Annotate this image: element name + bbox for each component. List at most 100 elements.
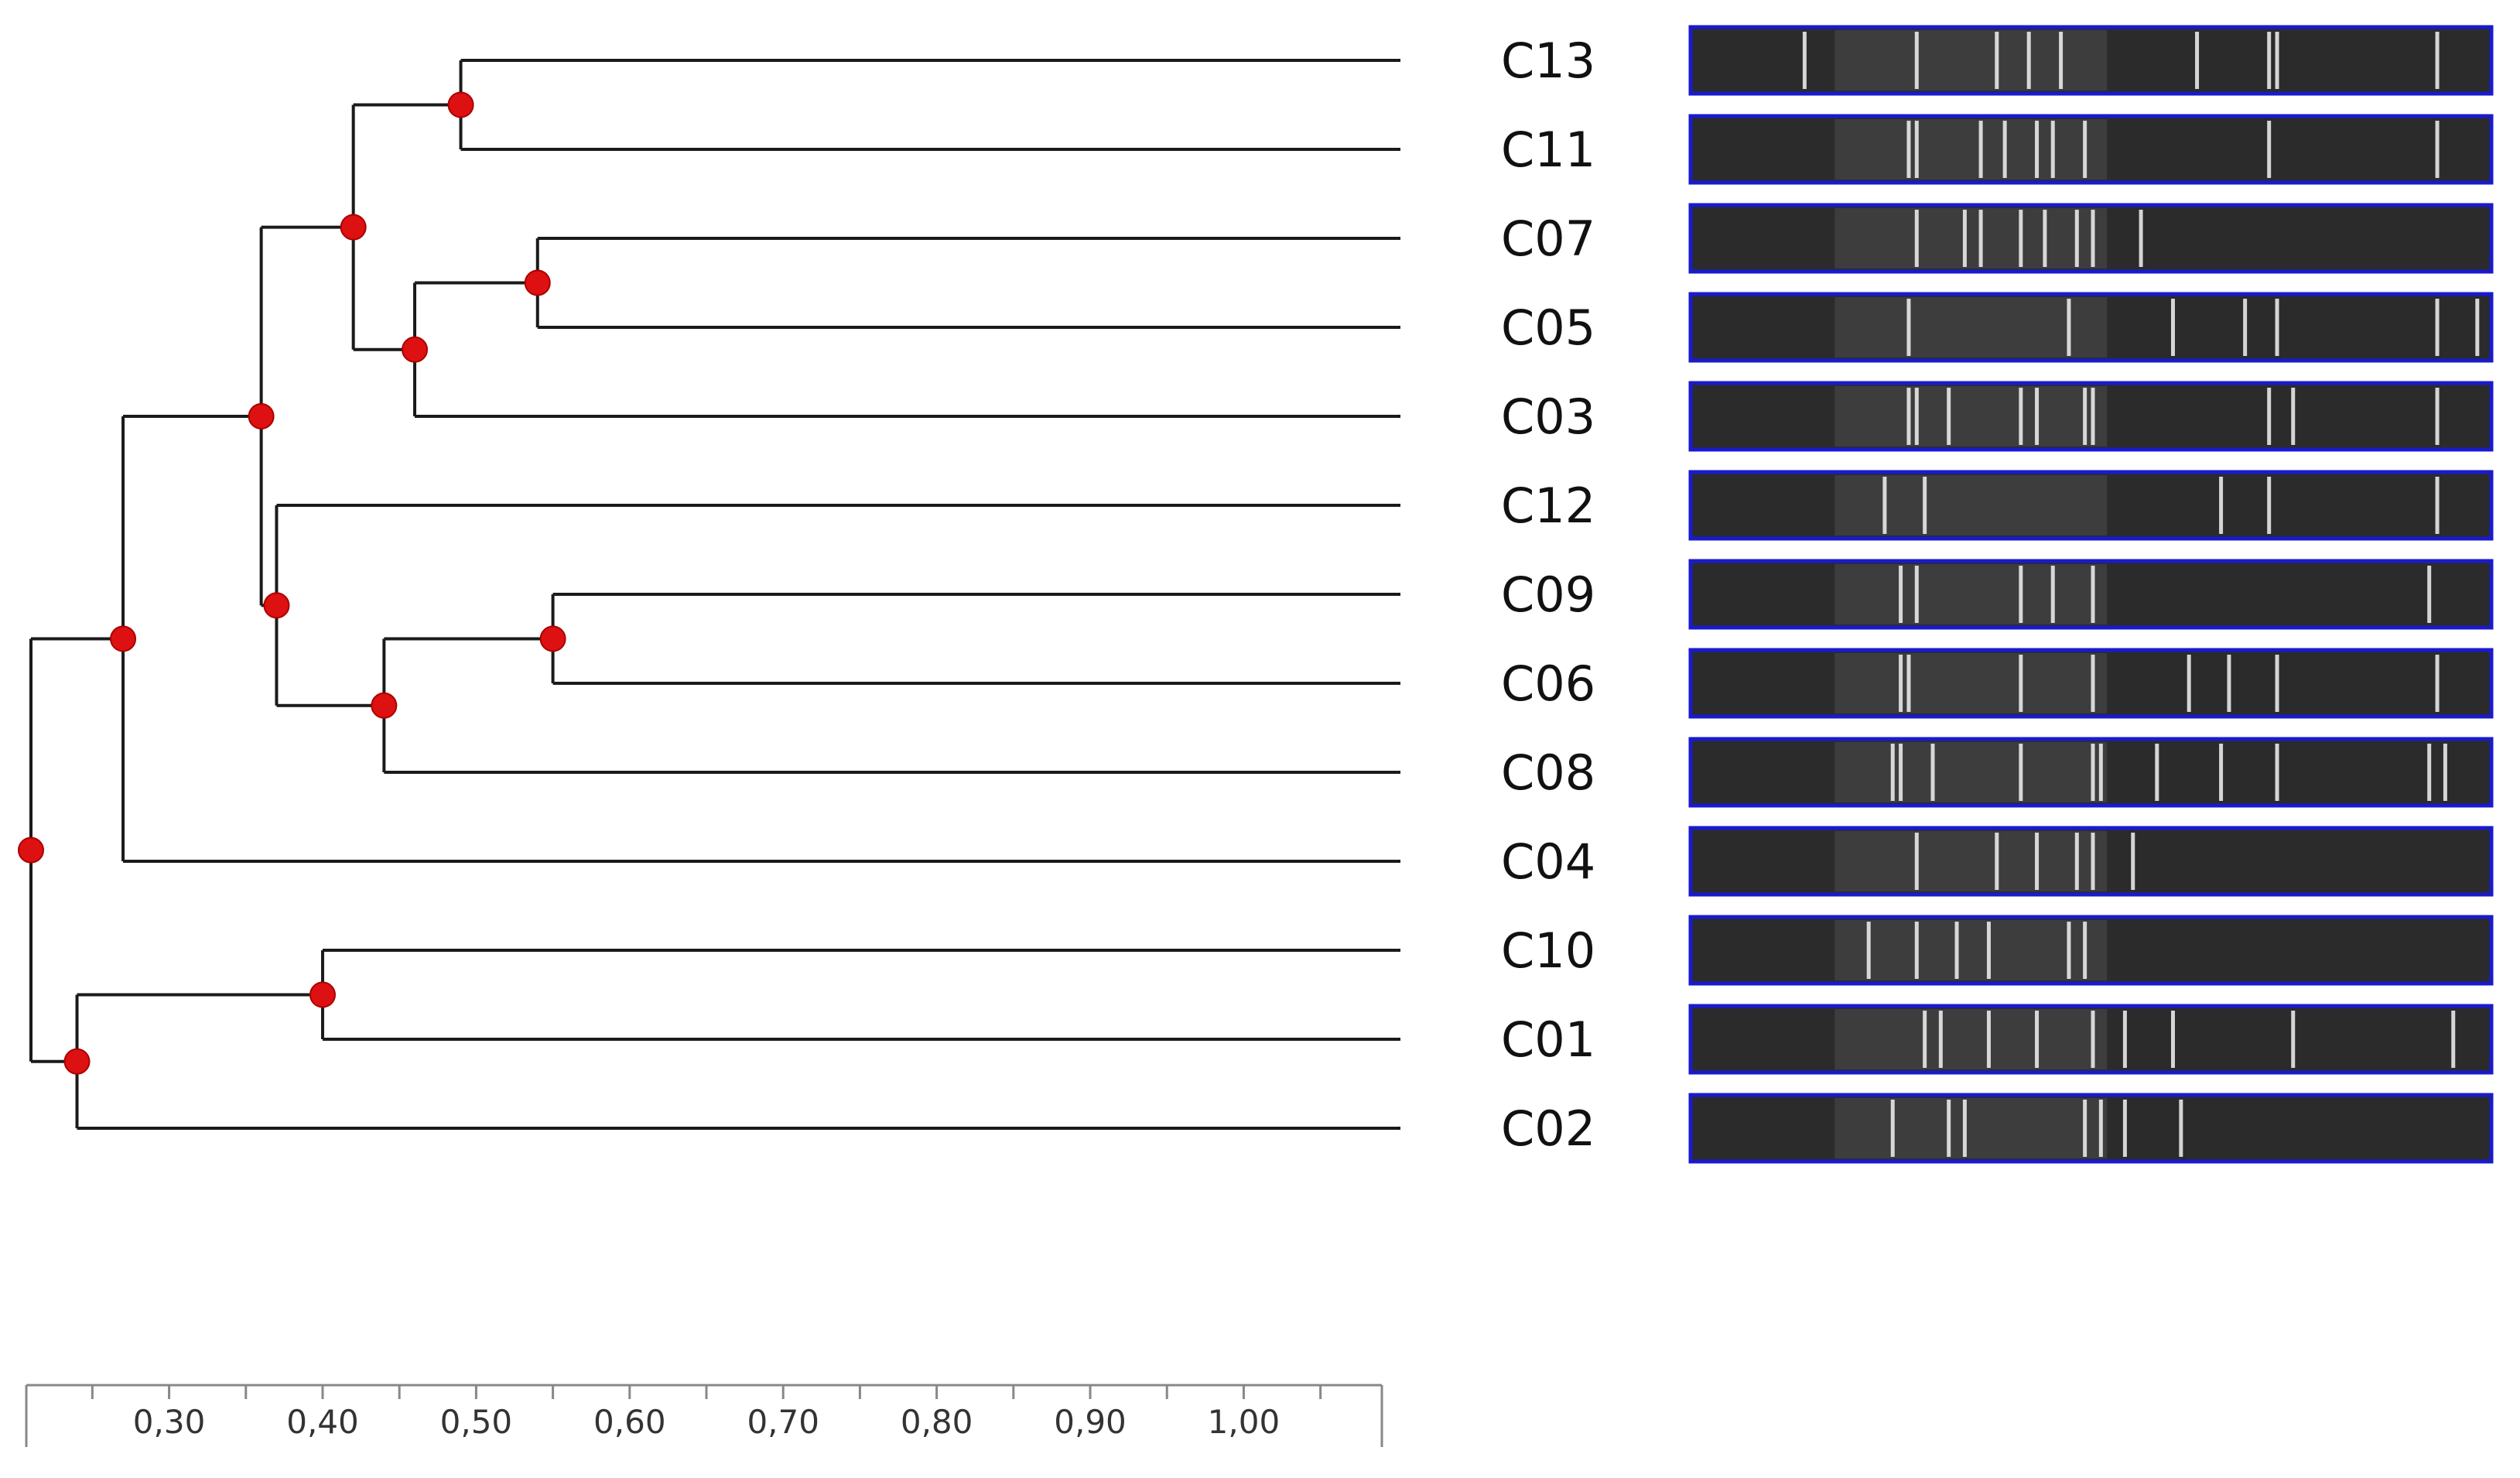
band	[2267, 32, 2272, 89]
node-marker-n_c12_grp	[263, 592, 290, 619]
band	[2187, 655, 2191, 712]
lane-smear	[1834, 831, 2108, 891]
band	[1914, 833, 1919, 890]
band	[2275, 299, 2279, 356]
gel-lane-C07	[1688, 203, 2494, 274]
band	[2019, 210, 2023, 267]
band	[2035, 833, 2040, 890]
band	[1890, 744, 1895, 801]
band	[2267, 388, 2272, 445]
band	[2019, 744, 2023, 801]
band	[2098, 744, 2103, 801]
leaf-label-C04: C04	[1501, 833, 1595, 890]
node-marker-n_lower	[63, 1048, 91, 1075]
leaf-label-C05: C05	[1501, 299, 1595, 356]
band	[2179, 1100, 2183, 1157]
lane-smear	[1834, 653, 2108, 713]
leaf-label-C02: C02	[1501, 1100, 1595, 1157]
band	[2219, 477, 2224, 534]
gel-lane-C02	[1688, 1093, 2494, 1164]
leaf-label-C10: C10	[1501, 922, 1595, 979]
band	[1923, 477, 1927, 534]
leaf-labels: C13 C11 C07 C05 C03 C12 C09 C06 C08 C04 C10 C01 C02	[1501, 33, 1595, 1157]
scale-tick-label: 0,50	[440, 1403, 513, 1441]
band	[2427, 744, 2432, 801]
band	[1962, 1100, 1967, 1157]
scale-tick-label: 0,90	[1054, 1403, 1127, 1441]
scale-tick-label: 1,00	[1208, 1403, 1281, 1441]
leaf-label-C12: C12	[1501, 477, 1595, 534]
band	[2067, 299, 2071, 356]
gel-lane-C03	[1688, 381, 2494, 452]
lane-smear	[1834, 297, 2108, 358]
band	[1962, 210, 1967, 267]
band	[1899, 744, 1903, 801]
band	[2067, 922, 2071, 979]
band	[1890, 1100, 1895, 1157]
band	[2267, 477, 2272, 534]
band	[1802, 32, 1807, 89]
band	[2275, 32, 2279, 89]
lane-smear	[1834, 208, 2108, 269]
band	[2435, 655, 2440, 712]
gel-lane-C05	[1688, 292, 2494, 363]
node-marker-n_c10_c01	[309, 981, 336, 1008]
band	[1995, 833, 1999, 890]
gel-lane-C12	[1688, 470, 2494, 541]
band	[1986, 922, 1991, 979]
scale-tick-label: 0,60	[593, 1403, 666, 1441]
band	[2122, 1011, 2127, 1068]
gel-lane-C09	[1688, 559, 2494, 630]
band	[2035, 121, 2040, 178]
band	[2291, 388, 2296, 445]
scale-tick-label: 0,40	[286, 1403, 359, 1441]
lane-smear	[1834, 475, 2108, 535]
leaf-label-C07: C07	[1501, 210, 1595, 267]
band	[1995, 32, 1999, 89]
band	[2275, 744, 2279, 801]
band	[2435, 388, 2440, 445]
node-marker-root	[18, 837, 44, 864]
band	[2291, 1011, 2296, 1068]
band	[2091, 1011, 2095, 1068]
lane-smear	[1834, 30, 2108, 91]
band	[2435, 121, 2440, 178]
band	[2035, 388, 2040, 445]
leaf-label-C03: C03	[1501, 388, 1595, 445]
dendrogram	[29, 59, 1400, 1130]
band	[2059, 32, 2064, 89]
band	[2275, 655, 2279, 712]
band	[1914, 388, 1919, 445]
scale-tick-label: 0,70	[747, 1403, 819, 1441]
node-marker-n_c0906_c08	[371, 692, 398, 719]
band	[2122, 1100, 2127, 1157]
node-marker-n_c07_c05	[524, 269, 551, 296]
gel-lane-C10	[1688, 915, 2494, 986]
band	[2019, 388, 2023, 445]
band	[1930, 744, 1935, 801]
lane-smear	[1834, 1098, 2108, 1158]
band	[1899, 655, 1903, 712]
band	[2091, 744, 2095, 801]
band	[1947, 388, 1951, 445]
band	[2435, 477, 2440, 534]
band	[1906, 121, 1911, 178]
band	[1906, 388, 1911, 445]
band	[2043, 210, 2047, 267]
lane-smear	[1834, 119, 2108, 180]
band	[2091, 210, 2095, 267]
band	[2171, 299, 2175, 356]
lane-smear	[1834, 564, 2108, 624]
band	[2435, 32, 2440, 89]
band	[2475, 299, 2480, 356]
node-marker-n_top4	[340, 214, 367, 241]
similarity-scale: 0,30 0,40 0,50 0,60 0,70 0,80 0,90 1,00	[25, 1384, 1383, 1447]
band	[2074, 833, 2079, 890]
band	[1923, 1011, 1927, 1068]
leaf-label-C06: C06	[1501, 655, 1595, 712]
band	[2267, 121, 2272, 178]
gel-lane-C06	[1688, 648, 2494, 719]
gel-lane-C11	[1688, 114, 2494, 185]
band	[2019, 655, 2023, 712]
gel-lane-C04	[1688, 826, 2494, 897]
